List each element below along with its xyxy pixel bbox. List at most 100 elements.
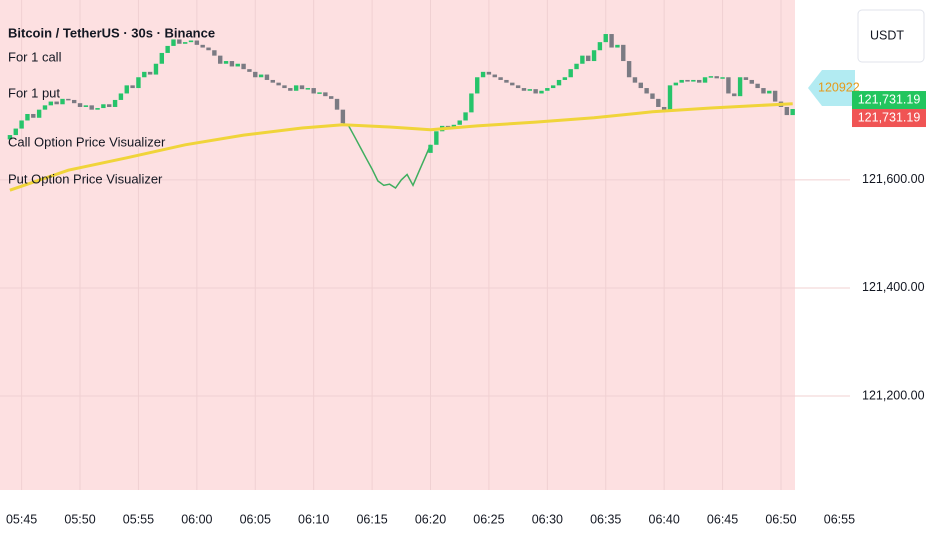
candle xyxy=(451,124,457,127)
candle xyxy=(498,77,503,80)
candle xyxy=(258,74,264,78)
candle xyxy=(288,88,293,91)
candle xyxy=(615,44,620,48)
candle xyxy=(673,82,679,86)
candle xyxy=(638,82,643,89)
candle xyxy=(118,93,124,100)
candle xyxy=(19,120,24,129)
candle xyxy=(241,63,246,70)
candle xyxy=(107,104,112,107)
candle xyxy=(650,93,655,99)
candle xyxy=(679,79,684,83)
candle xyxy=(621,44,626,62)
candle xyxy=(264,74,270,80)
candle xyxy=(656,98,661,107)
candle xyxy=(475,77,480,94)
candle xyxy=(480,71,486,78)
x-tick-label: 06:40 xyxy=(649,512,680,526)
candle xyxy=(533,89,538,94)
candle xyxy=(13,128,18,136)
indicator-line xyxy=(342,122,432,190)
candle xyxy=(7,135,13,140)
candle xyxy=(772,90,778,102)
currency-label: USDT xyxy=(870,28,904,42)
candle xyxy=(720,77,725,79)
candle xyxy=(434,131,439,145)
candle xyxy=(188,40,194,43)
candle xyxy=(317,92,322,94)
candle xyxy=(644,88,649,94)
y-tick-label: 121,400.00 xyxy=(862,280,925,294)
candle xyxy=(697,79,702,83)
candle xyxy=(159,52,165,64)
candle xyxy=(632,77,638,83)
candle xyxy=(767,90,772,94)
candle xyxy=(212,50,217,56)
candle xyxy=(574,63,579,70)
candle xyxy=(206,47,211,51)
x-tick-label: 06:15 xyxy=(356,512,387,526)
candle xyxy=(25,113,30,121)
candle xyxy=(200,44,205,48)
candle xyxy=(282,85,287,89)
candle xyxy=(790,109,795,116)
candle xyxy=(609,34,614,48)
x-tick-label: 06:00 xyxy=(181,512,212,526)
candle xyxy=(749,79,754,84)
candle xyxy=(510,82,515,86)
candle xyxy=(784,106,790,116)
candle xyxy=(101,104,106,109)
candle xyxy=(761,88,766,94)
candle xyxy=(218,55,223,64)
candle xyxy=(755,83,760,89)
candle xyxy=(147,71,153,75)
candle xyxy=(732,93,737,97)
price-tag-label: 121,731.19 xyxy=(858,92,921,106)
candle xyxy=(626,61,632,78)
indicator-tag xyxy=(808,70,855,106)
candle xyxy=(48,101,54,106)
price-tag-label: 121,731.19 xyxy=(858,110,921,124)
candle xyxy=(457,120,462,125)
candle xyxy=(71,99,77,104)
candle xyxy=(556,79,562,86)
candle xyxy=(323,92,328,97)
candle xyxy=(702,77,708,83)
candle xyxy=(597,42,603,51)
candle xyxy=(229,61,235,67)
candle xyxy=(253,71,258,78)
candle xyxy=(515,85,521,89)
currency-box[interactable] xyxy=(857,9,925,63)
candle xyxy=(194,40,200,45)
candle xyxy=(667,85,673,110)
candle xyxy=(545,88,550,91)
legend-line: For 1 put xyxy=(8,85,60,100)
candle xyxy=(171,39,176,46)
candle xyxy=(445,125,451,128)
candle xyxy=(580,55,585,64)
candle xyxy=(685,79,690,82)
candle xyxy=(591,50,597,62)
candle xyxy=(562,77,568,80)
x-tick-label: 06:35 xyxy=(590,512,621,526)
candle xyxy=(469,93,474,113)
candle xyxy=(182,42,188,44)
candle xyxy=(743,77,749,80)
candle xyxy=(463,112,468,121)
candle xyxy=(66,98,71,101)
candle xyxy=(130,85,135,89)
x-tick-label: 05:45 xyxy=(6,512,37,526)
candle xyxy=(661,106,667,110)
candle xyxy=(726,77,731,94)
candle xyxy=(486,71,492,75)
candle xyxy=(95,108,100,110)
candle xyxy=(737,77,743,97)
candle xyxy=(568,69,573,78)
x-tick-label: 06:50 xyxy=(765,512,796,526)
candle xyxy=(60,98,65,105)
candle xyxy=(334,98,340,110)
candle xyxy=(165,45,170,53)
candle xyxy=(305,88,311,90)
candle xyxy=(504,79,509,83)
y-tick-label: 121,600.00 xyxy=(862,172,925,186)
